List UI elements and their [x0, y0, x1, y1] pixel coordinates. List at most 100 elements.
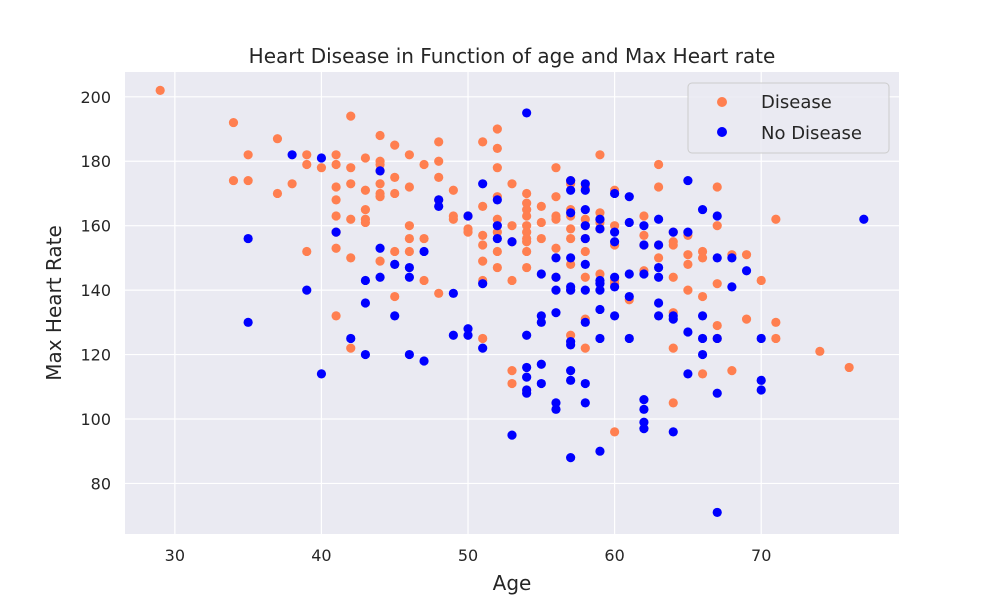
- y-tick-label: 200: [80, 88, 111, 107]
- x-tick-label: 40: [311, 546, 331, 565]
- disease-point: [697, 369, 708, 379]
- no-disease-point: [610, 282, 620, 292]
- disease-point: [390, 188, 400, 199]
- no-disease-point: [727, 253, 737, 263]
- disease-point: [639, 230, 649, 240]
- no-disease-point: [566, 366, 576, 376]
- no-disease-point: [375, 243, 385, 253]
- disease-point: [448, 214, 458, 224]
- disease-point: [419, 275, 429, 286]
- disease-point: [375, 256, 385, 266]
- no-disease-point: [712, 388, 722, 398]
- no-disease-point: [492, 233, 502, 244]
- no-disease-point: [522, 388, 532, 398]
- no-disease-point: [551, 253, 561, 263]
- no-disease-point: [566, 175, 576, 186]
- no-disease-point: [639, 404, 649, 414]
- no-disease-point: [653, 214, 664, 224]
- no-disease-point: [653, 298, 664, 308]
- no-disease-point: [580, 233, 590, 244]
- disease-point: [331, 195, 341, 205]
- no-disease-point: [859, 214, 869, 224]
- disease-point: [551, 243, 561, 253]
- disease-point: [434, 288, 444, 298]
- disease-point: [741, 250, 752, 260]
- no-disease-point: [522, 330, 532, 340]
- disease-point: [580, 214, 590, 224]
- no-disease-point: [697, 333, 708, 344]
- no-disease-point: [375, 272, 385, 282]
- no-disease-point: [595, 214, 605, 224]
- y-tick-labels: 80 100 120 140 160 180 200: [80, 88, 111, 494]
- legend-label-no-disease: No Disease: [761, 123, 862, 144]
- disease-point: [522, 237, 532, 247]
- y-tick-label: 80: [91, 474, 111, 493]
- no-disease-point: [360, 298, 371, 308]
- no-disease-point: [316, 153, 327, 163]
- disease-point: [243, 150, 253, 160]
- disease-point: [346, 179, 356, 189]
- no-disease-point: [653, 262, 664, 273]
- no-disease-point: [580, 221, 590, 231]
- no-disease-point: [536, 359, 546, 369]
- no-disease-point: [580, 259, 590, 269]
- disease-point: [727, 366, 737, 376]
- disease-point: [478, 137, 488, 147]
- y-tick-label: 140: [80, 281, 111, 300]
- no-disease-point: [404, 262, 414, 273]
- no-disease-point: [683, 175, 693, 186]
- no-disease-point: [536, 269, 546, 279]
- no-disease-point: [566, 340, 576, 350]
- disease-point: [712, 182, 722, 192]
- disease-point: [536, 233, 546, 244]
- disease-point: [756, 275, 766, 286]
- disease-point: [478, 333, 488, 344]
- no-disease-point: [712, 507, 722, 518]
- disease-point: [595, 208, 605, 218]
- disease-point: [360, 204, 371, 215]
- disease-point: [683, 259, 693, 269]
- disease-point: [404, 182, 414, 192]
- no-disease-point: [610, 311, 620, 321]
- no-disease-point: [507, 237, 517, 247]
- no-disease-point: [404, 349, 414, 360]
- disease-point: [741, 314, 752, 324]
- no-disease-point: [566, 253, 576, 263]
- disease-point: [492, 227, 502, 237]
- disease-point: [478, 256, 488, 266]
- no-disease-point: [390, 311, 400, 321]
- no-disease-point: [756, 333, 766, 344]
- no-disease-point: [536, 317, 546, 327]
- disease-point: [683, 250, 693, 260]
- disease-point: [492, 262, 502, 273]
- disease-point: [375, 179, 385, 189]
- disease-point: [390, 140, 400, 150]
- disease-point: [522, 188, 532, 199]
- disease-point: [390, 246, 400, 257]
- disease-point: [155, 85, 165, 95]
- disease-point: [492, 124, 502, 134]
- disease-point: [463, 227, 473, 237]
- x-axis-label: Age: [493, 571, 532, 595]
- disease-point: [771, 317, 781, 327]
- no-disease-point: [522, 372, 532, 382]
- x-tick-label: 60: [604, 546, 624, 565]
- disease-point: [653, 253, 664, 263]
- no-disease-point: [419, 356, 429, 366]
- no-disease-point: [390, 259, 400, 269]
- no-disease-point: [595, 333, 605, 344]
- no-disease-point: [610, 237, 620, 247]
- legend-label-disease: Disease: [761, 92, 832, 113]
- x-tick-label: 70: [751, 546, 771, 565]
- no-disease-point: [683, 369, 693, 379]
- no-disease-point: [756, 375, 766, 385]
- no-disease-point: [346, 333, 356, 344]
- no-disease-point: [639, 417, 649, 427]
- no-disease-point: [522, 362, 532, 373]
- disease-point: [434, 137, 444, 147]
- no-disease-point: [727, 282, 737, 292]
- disease-point: [580, 246, 590, 257]
- disease-point: [302, 246, 312, 257]
- disease-point: [331, 243, 341, 253]
